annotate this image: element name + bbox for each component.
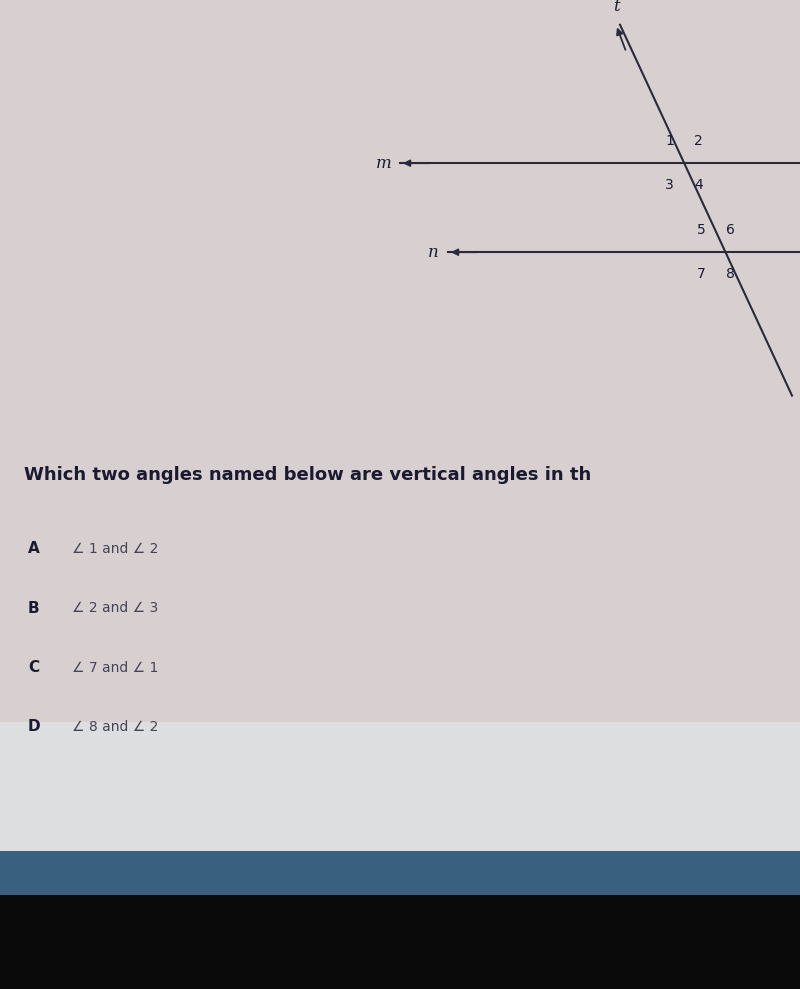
FancyBboxPatch shape <box>0 895 800 989</box>
Text: 3: 3 <box>666 178 674 192</box>
Text: 6: 6 <box>726 224 735 237</box>
Text: n: n <box>428 243 438 261</box>
FancyBboxPatch shape <box>0 722 800 851</box>
Text: C: C <box>28 660 39 675</box>
Text: 2: 2 <box>694 135 702 148</box>
Text: t: t <box>613 0 619 15</box>
Text: Which two angles named below are vertical angles in th: Which two angles named below are vertica… <box>24 466 591 484</box>
Text: A: A <box>28 541 40 557</box>
Text: ∠ 8 and ∠ 2: ∠ 8 and ∠ 2 <box>72 720 158 734</box>
Text: m: m <box>376 154 392 172</box>
Text: 7: 7 <box>698 267 706 281</box>
Text: ∠ 1 and ∠ 2: ∠ 1 and ∠ 2 <box>72 542 158 556</box>
Text: 1: 1 <box>665 135 674 148</box>
Text: ∠ 7 and ∠ 1: ∠ 7 and ∠ 1 <box>72 661 158 674</box>
Text: 4: 4 <box>694 178 702 192</box>
Text: ∠ 2 and ∠ 3: ∠ 2 and ∠ 3 <box>72 601 158 615</box>
Text: D: D <box>28 719 41 735</box>
FancyBboxPatch shape <box>0 851 800 895</box>
Text: B: B <box>28 600 40 616</box>
Text: 5: 5 <box>698 224 706 237</box>
Text: 8: 8 <box>726 267 735 281</box>
